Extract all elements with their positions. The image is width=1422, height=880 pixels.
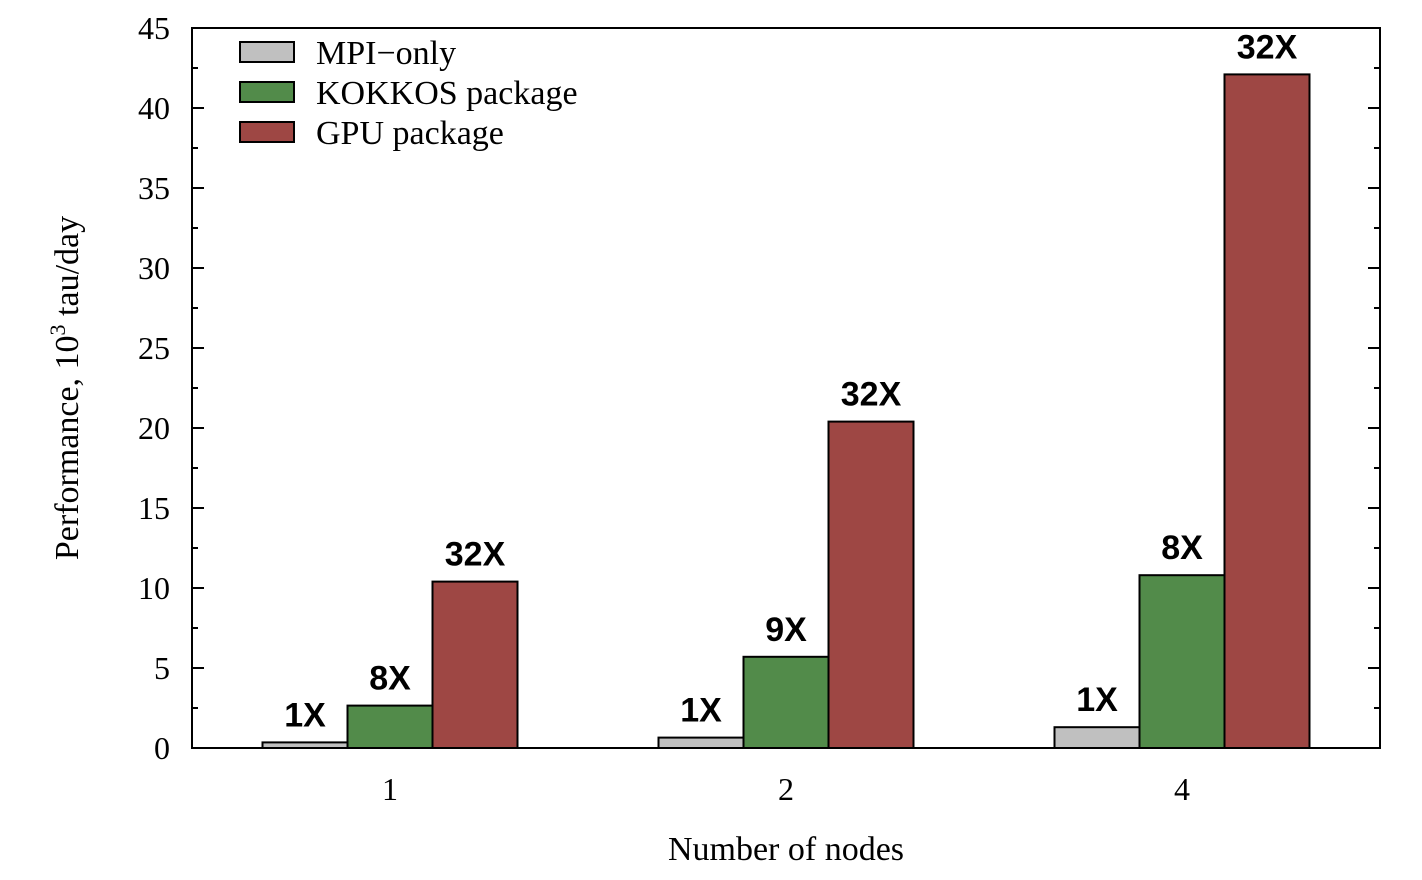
bar-value-label: 32X: [445, 536, 506, 574]
y-tick-label: 35: [138, 170, 170, 206]
bar-value-label: 1X: [284, 696, 326, 734]
bar-kokkos-package-4: [1138, 574, 1226, 750]
y-tick-label: 20: [138, 410, 170, 446]
bar-value-label: 1X: [680, 692, 722, 730]
y-tick-label: 40: [138, 90, 170, 126]
bar-value-label: 8X: [1161, 529, 1203, 567]
legend-swatch: [239, 81, 295, 103]
bar-kokkos-package-2: [742, 655, 830, 749]
y-tick-label: 30: [138, 250, 170, 286]
bar-gpu-package-1: [431, 580, 519, 749]
x-tick-label: 4: [1174, 771, 1190, 807]
legend-swatch: [239, 121, 295, 143]
y-tick-label: 45: [138, 10, 170, 46]
y-axis-title-suffix: tau/day: [49, 216, 86, 325]
y-axis-title: Performance, 103 tau/day: [45, 216, 86, 560]
ticks-layer: 0 5 10 15 20 25 30 35 40 45 1 2 4: [138, 10, 1380, 807]
bar-value-label: 9X: [765, 611, 807, 649]
bar-gpu-package-4: [1223, 73, 1311, 749]
bar-mpi-only-4: [1053, 726, 1141, 750]
bar-value-label: 32X: [1237, 28, 1298, 66]
x-tick-label: 1: [382, 771, 398, 807]
legend-label: GPU package: [316, 115, 504, 152]
bar-labels-layer: 1X 8X 32X 1X 9X 32X 1X 8X 32X: [284, 28, 1297, 734]
bar-gpu-package-2: [827, 420, 915, 749]
bar-mpi-only-2: [657, 736, 745, 749]
y-tick-label: 15: [138, 490, 170, 526]
y-axis-title-prefix: Performance, 10: [49, 335, 86, 560]
plot-frame: [191, 27, 1381, 749]
bar-value-label: 1X: [1076, 681, 1118, 719]
bar-value-label: 32X: [841, 376, 902, 414]
y-axis-title-exponent: 3: [45, 324, 70, 335]
bar-value-label: 8X: [369, 660, 411, 698]
legend-label: KOKKOS package: [316, 75, 578, 112]
legend-swatch: [239, 41, 295, 63]
y-tick-label: 0: [154, 730, 170, 766]
bars-layer: [261, 73, 1311, 750]
y-tick-label: 10: [138, 570, 170, 606]
x-axis-title: Number of nodes: [668, 831, 904, 868]
y-tick-label: 5: [154, 650, 170, 686]
bar-kokkos-package-1: [346, 704, 434, 749]
legend-label: MPI−only: [316, 35, 456, 72]
x-tick-label: 2: [778, 771, 794, 807]
y-tick-label: 25: [138, 330, 170, 366]
